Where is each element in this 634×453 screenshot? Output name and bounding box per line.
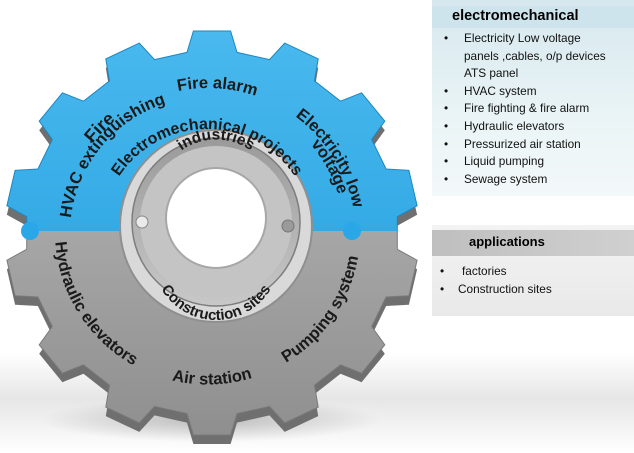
joint-left (21, 222, 39, 240)
applications-title: applications (469, 234, 545, 249)
electromechanical-title: electromechanical (452, 8, 579, 24)
list-item: factories (432, 263, 634, 281)
list-item-continuation: ATS panel (464, 66, 519, 81)
list-item: Electricity Low voltage (432, 30, 634, 48)
list-item: Sewage system (432, 171, 634, 189)
applications-panel: applications factories Construction site… (432, 225, 634, 316)
ring-joint-left (135, 215, 149, 229)
list-item: Construction sites (432, 281, 634, 299)
list-item-continuation: panels ,cables, o/p devices (464, 48, 606, 63)
electromechanical-title-bar (432, 6, 634, 28)
applications-title-bar (432, 230, 634, 256)
gear-bottom-half (6, 231, 418, 436)
gear-hole (165, 167, 267, 269)
list-item: Fire fighting & fire alarm (432, 100, 634, 118)
applications-list: factories Construction sites (432, 263, 634, 298)
list-item: Hydraulic elevators (432, 118, 634, 136)
electromechanical-list: Electricity Low voltage panels ,cables, … (432, 30, 634, 188)
list-item: Pressurized air station (432, 136, 634, 154)
ring-joint-right (281, 219, 295, 233)
joint-right (343, 222, 361, 240)
electromechanical-panel: electromechanical Electricity Low voltag… (432, 0, 634, 196)
list-item: Liquid pumping (432, 153, 634, 171)
list-item: HVAC system (432, 83, 634, 101)
